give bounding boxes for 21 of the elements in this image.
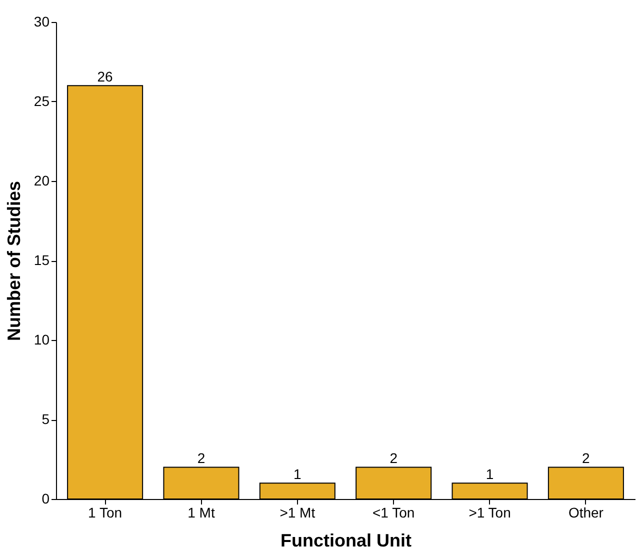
x-tick-label: 1 Mt bbox=[188, 504, 215, 520]
data-label: 2 bbox=[582, 450, 590, 466]
y-tick-label: 20 bbox=[34, 172, 50, 188]
x-tick-label: 1 Ton bbox=[88, 504, 122, 520]
x-axis-title: Functional Unit bbox=[280, 530, 412, 550]
x-tick-label: Other bbox=[568, 504, 604, 520]
y-tick-label: 25 bbox=[34, 93, 50, 109]
y-tick-label: 10 bbox=[34, 332, 50, 348]
x-tick-label: >1 Ton bbox=[468, 504, 511, 520]
data-label: 2 bbox=[197, 450, 206, 466]
y-tick-label: 0 bbox=[42, 490, 50, 506]
y-tick-label: 30 bbox=[34, 14, 50, 30]
x-tick-label: >1 Mt bbox=[280, 504, 316, 520]
data-label: 26 bbox=[97, 68, 114, 85]
y-tick-label: 5 bbox=[42, 411, 50, 427]
y-tick-label: 15 bbox=[34, 252, 50, 268]
data-label: 1 bbox=[486, 466, 494, 482]
data-label: 1 bbox=[294, 466, 302, 482]
x-tick-label: <1 Ton bbox=[372, 504, 415, 520]
y-axis-title: Number of Studies bbox=[4, 180, 24, 342]
data-label: 2 bbox=[390, 450, 398, 466]
